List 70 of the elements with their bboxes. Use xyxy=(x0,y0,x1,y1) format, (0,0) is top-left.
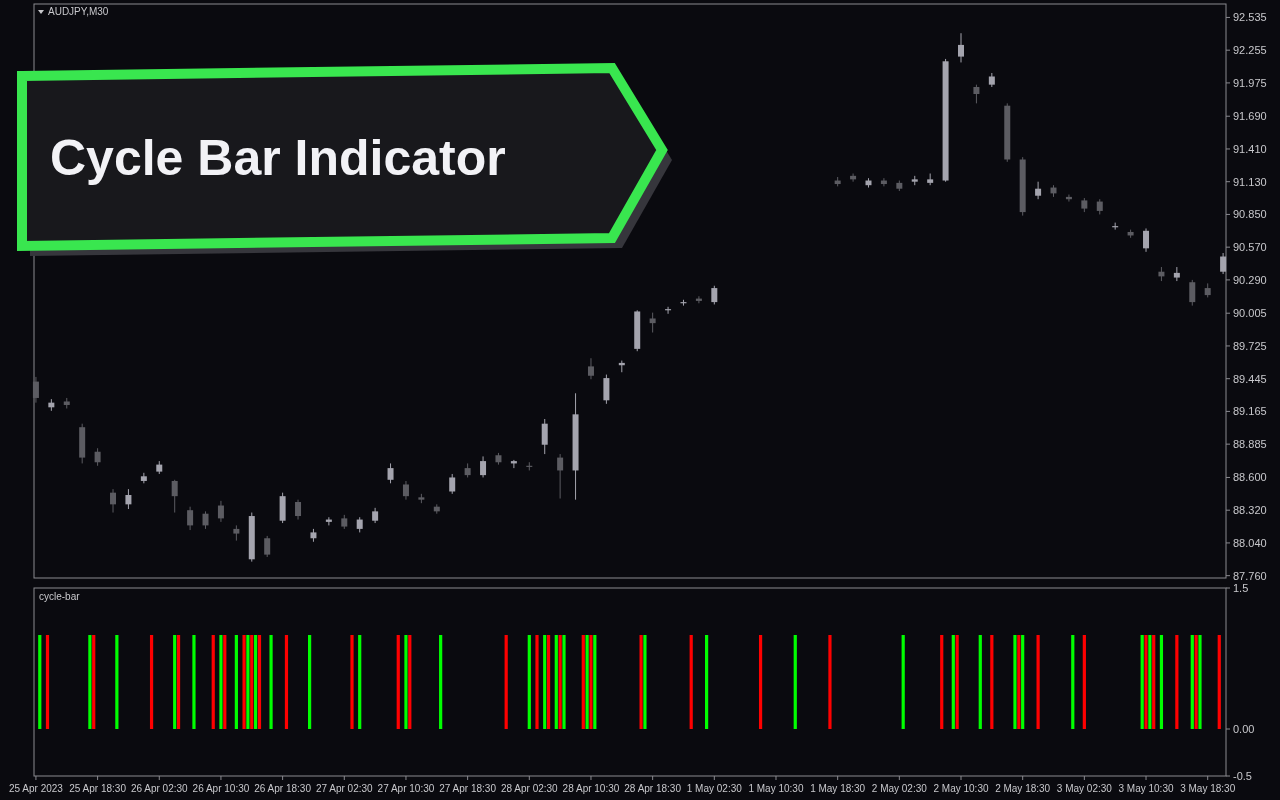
x-tick-label: 3 May 18:30 xyxy=(1180,783,1236,794)
chart-title: cycle-bar xyxy=(39,591,81,602)
candlestick xyxy=(1189,279,1196,307)
candlestick xyxy=(973,84,980,104)
y-tick-label: 90.850 xyxy=(1233,208,1267,221)
candlestick xyxy=(649,312,656,333)
candlestick xyxy=(603,374,610,405)
x-tick-label: 3 May 10:30 xyxy=(1118,783,1174,794)
candlestick xyxy=(110,488,117,514)
x-tick-label: 25 Apr 2023 xyxy=(8,783,64,794)
text: Cycle Bar Indicator xyxy=(50,130,506,186)
x-tick-label: 27 Apr 18:30 xyxy=(439,783,497,794)
x-tick-label: 26 Apr 18:30 xyxy=(254,783,312,794)
candlestick xyxy=(541,418,548,455)
candlestick xyxy=(958,32,964,63)
candlestick xyxy=(217,500,224,523)
y-tick-label: 88.320 xyxy=(1233,504,1267,517)
y-tick-label: 91.690 xyxy=(1233,110,1267,123)
candlestick xyxy=(402,480,409,501)
y-tick-label: 91.975 xyxy=(1233,76,1267,89)
x-tick-label: 28 Apr 02:30 xyxy=(500,783,559,794)
candlestick xyxy=(125,488,132,510)
y-tick-label: 90.290 xyxy=(1233,273,1267,286)
x-tick-label: 26 Apr 10:30 xyxy=(192,783,250,794)
candlestick xyxy=(387,462,394,484)
y-tick-label: 88.040 xyxy=(1233,536,1267,549)
x-tick-label: 28 Apr 18:30 xyxy=(624,783,682,794)
chart-subtitle: AUDJPY,M30 xyxy=(48,6,109,17)
candlestick xyxy=(711,285,718,305)
candlestick xyxy=(264,535,271,558)
y-tick-label: 88.600 xyxy=(1233,471,1267,484)
candlestick xyxy=(1035,181,1042,200)
x-tick-label: 2 May 10:30 xyxy=(933,783,989,794)
y-tick-label: 88.885 xyxy=(1233,437,1267,450)
candlestick xyxy=(1173,266,1180,282)
y-tick-label: 89.165 xyxy=(1233,405,1267,418)
y-tick-label: 91.410 xyxy=(1233,142,1267,155)
candlestick xyxy=(449,473,456,495)
y-tick-label: 90.570 xyxy=(1233,241,1267,254)
candlestick xyxy=(1143,227,1150,253)
y-tick-label: 90.005 xyxy=(1233,307,1267,320)
candlestick xyxy=(295,499,302,521)
x-tick-label: 25 Apr 18:30 xyxy=(69,783,127,794)
y-tick-label: 87.760 xyxy=(1233,569,1267,582)
x-tick-label: 1 May 18:30 xyxy=(810,783,866,794)
x-tick-label: 2 May 18:30 xyxy=(995,783,1051,794)
x-tick-label: 1 May 10:30 xyxy=(748,783,804,794)
candlestick xyxy=(1220,252,1227,275)
y-tick-label: -0.5 xyxy=(1233,769,1252,782)
candlestick xyxy=(557,453,564,500)
x-tick-label: 1 May 02:30 xyxy=(686,783,743,794)
y-tick-label: 0.00 xyxy=(1233,722,1255,735)
x-tick-label: 27 Apr 10:30 xyxy=(377,783,435,794)
x-tick-label: 27 Apr 02:30 xyxy=(315,783,374,794)
y-tick-label: 91.130 xyxy=(1233,175,1267,188)
candlestick xyxy=(140,472,147,484)
candlestick xyxy=(587,357,594,380)
x-tick-label: 3 May 02:30 xyxy=(1056,783,1113,794)
candlestick xyxy=(480,455,487,478)
candlestick xyxy=(171,479,178,514)
y-tick-label: 1.5 xyxy=(1233,581,1249,594)
candlestick xyxy=(32,376,39,404)
x-tick-label: 28 Apr 10:30 xyxy=(562,783,620,794)
candlestick xyxy=(187,506,194,531)
x-tick-label: 2 May 02:30 xyxy=(871,783,928,794)
y-tick-label: 92.255 xyxy=(1233,44,1267,57)
y-tick-label: 92.535 xyxy=(1233,11,1267,24)
y-tick-label: 89.445 xyxy=(1233,372,1267,385)
x-tick-label: 26 Apr 02:30 xyxy=(130,783,189,794)
y-tick-label: 89.725 xyxy=(1233,339,1267,352)
